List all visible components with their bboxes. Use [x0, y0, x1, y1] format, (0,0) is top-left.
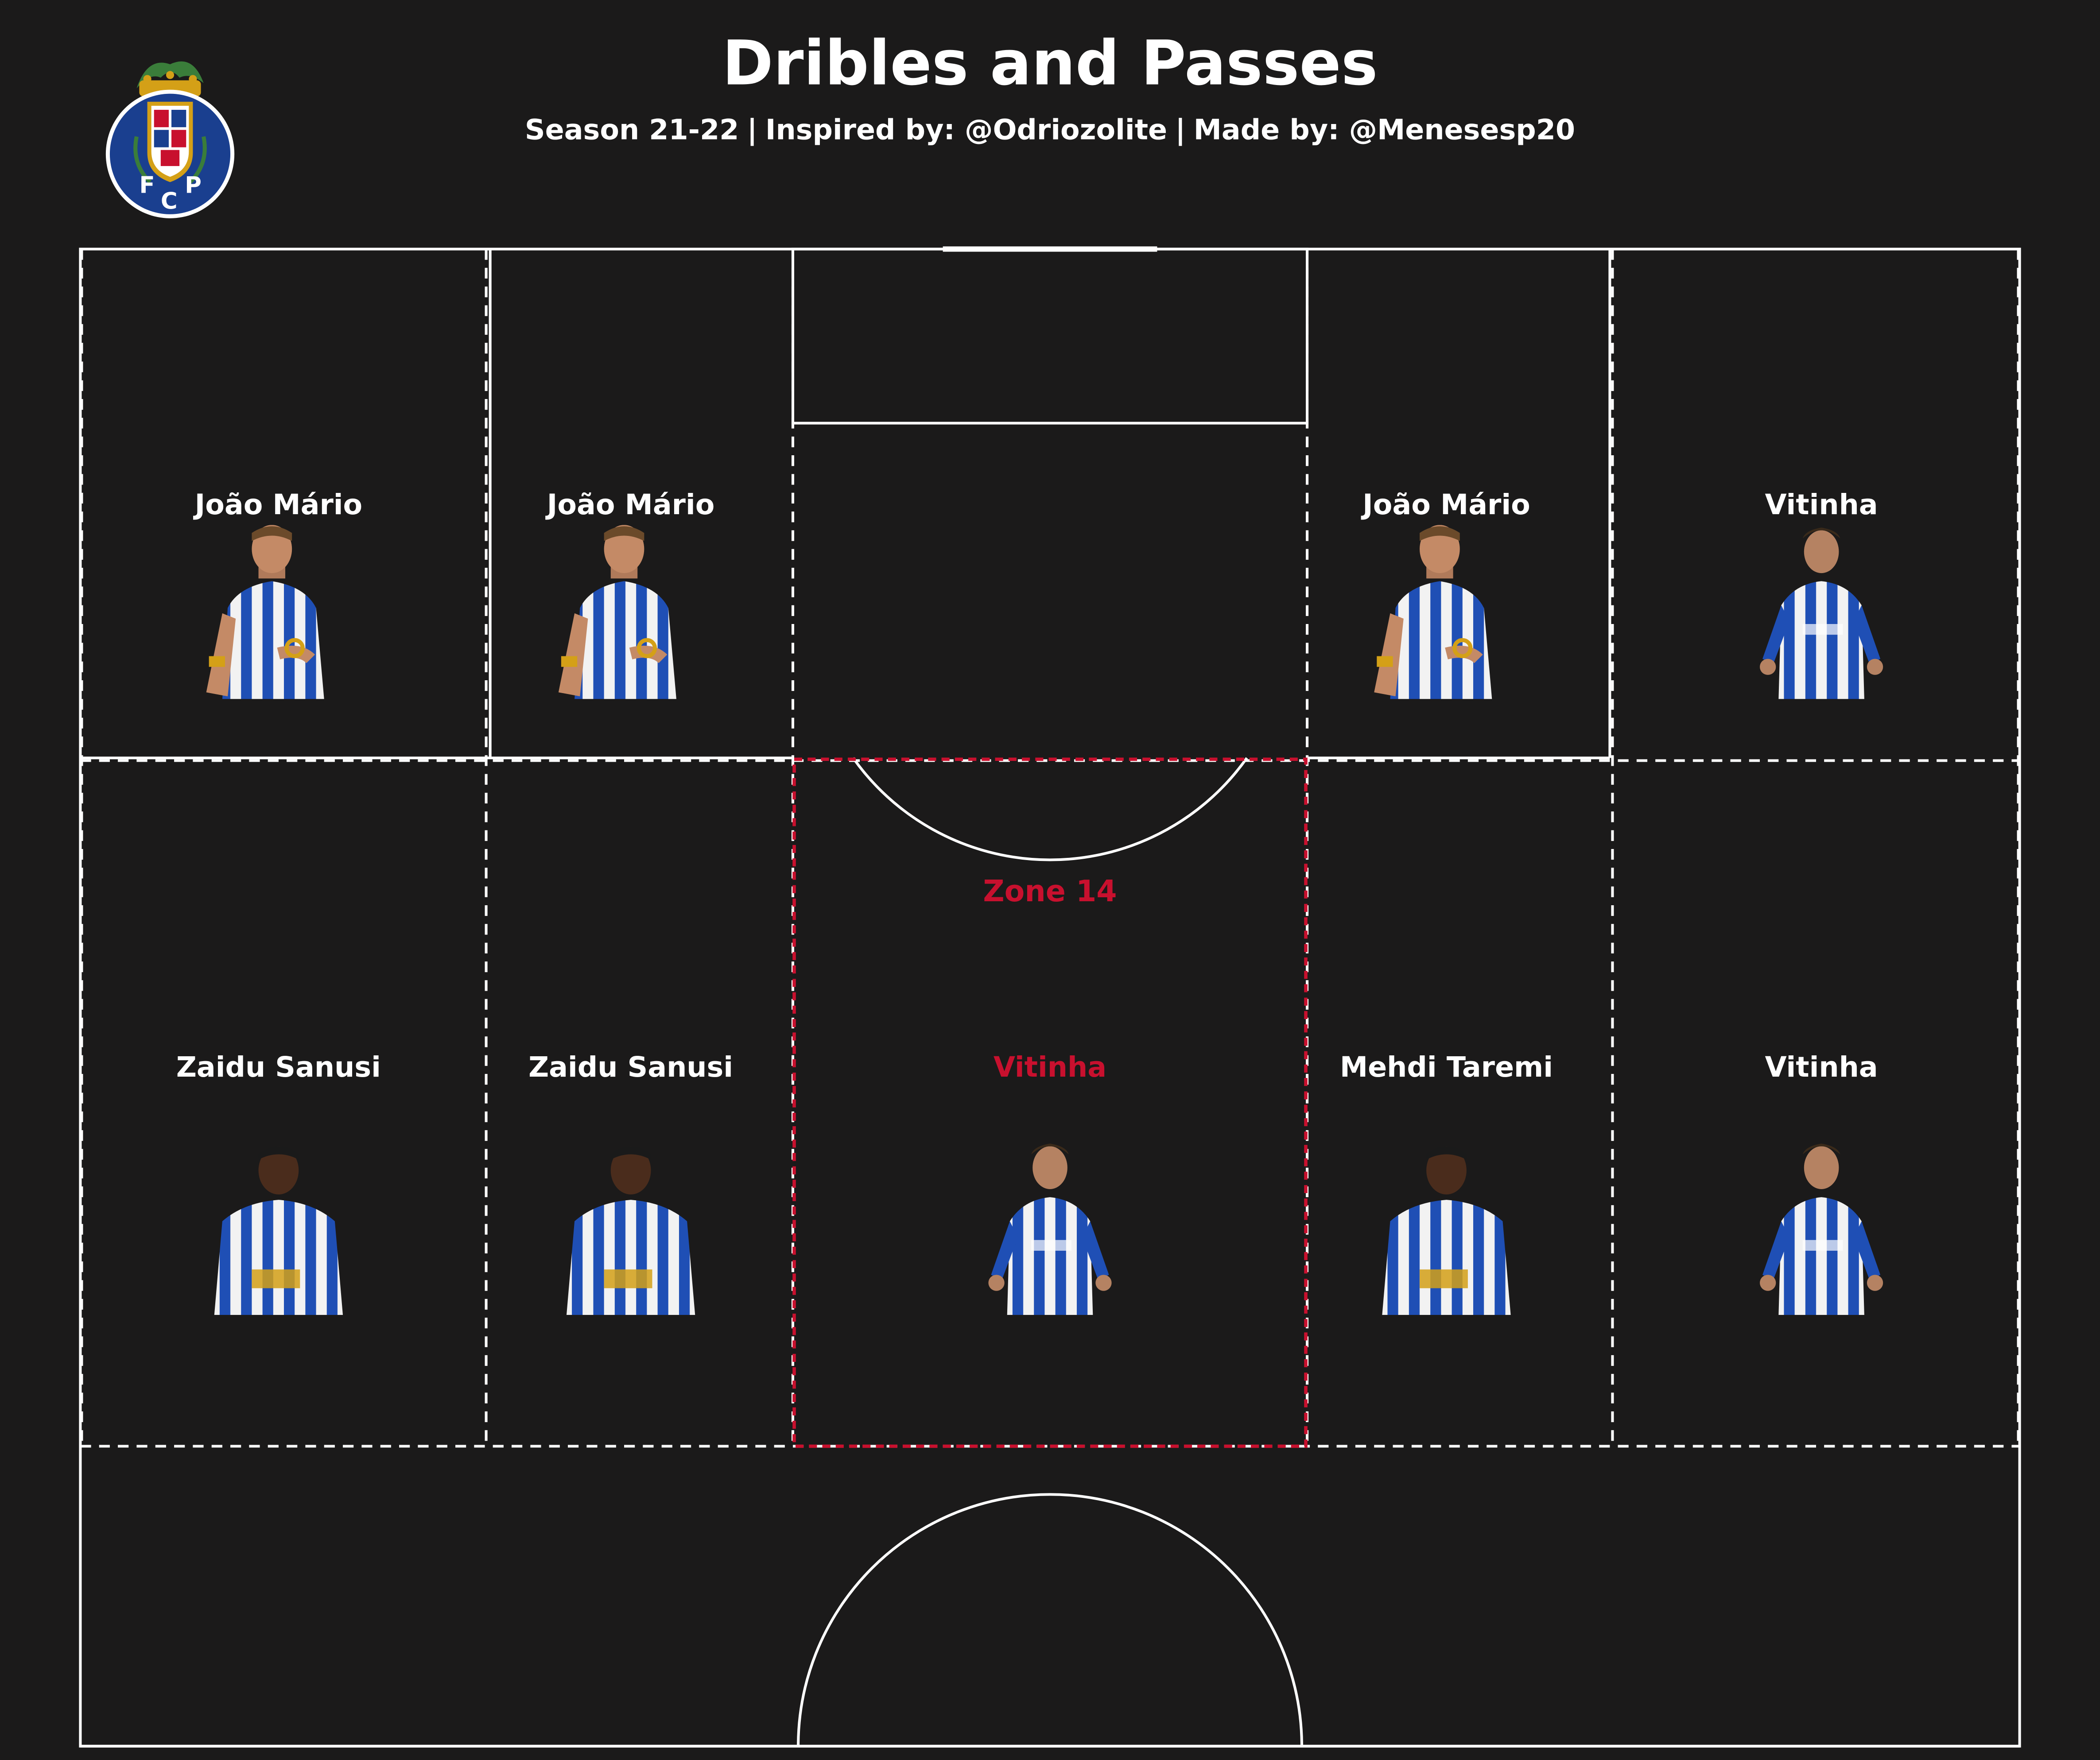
player-photo-icon: [214, 1146, 343, 1315]
player-name: João Mário: [1362, 488, 1530, 521]
player-photo-icon: [1366, 525, 1527, 699]
player-card: João Mário: [1326, 485, 1567, 699]
player-photo-icon: [551, 525, 711, 699]
player-card: João Mário: [510, 485, 751, 699]
player-photo-icon: [1760, 1144, 1883, 1315]
player-photo-icon: [1760, 527, 1883, 699]
penalty-arc: [852, 757, 1248, 861]
player-card: Vitinha: [1701, 485, 1942, 699]
zone-14-label: Zone 14: [983, 876, 1117, 910]
player-card: Zaidu Sanusi: [158, 1047, 399, 1315]
player-name: João Mário: [547, 488, 715, 521]
player-name: Zaidu Sanusi: [176, 1051, 381, 1084]
page-title: Dribles and Passes: [722, 27, 1378, 99]
logo-letter-c: C: [161, 188, 178, 215]
player-name: João Mário: [194, 488, 363, 521]
page-subtitle: Season 21-22 | Inspired by: @Odriozolite | M…: [0, 110, 2100, 150]
subtitle-separator: |: [747, 114, 757, 146]
player-card-highlighted: Vitinha: [929, 1047, 1170, 1315]
player-name: Vitinha: [993, 1051, 1107, 1084]
pitch-boundary: [79, 248, 2021, 1748]
player-photo-icon: [1382, 1146, 1511, 1315]
player-name: Zaidu Sanusi: [528, 1051, 734, 1084]
logo-letter-f: F: [139, 172, 155, 198]
player-photo-icon: [566, 1146, 695, 1315]
player-photo-icon: [988, 1144, 1112, 1315]
inspired-by-label: Inspired by: @Odriozolite: [765, 114, 1168, 146]
player-photo-icon: [198, 525, 359, 699]
season-label: Season 21-22: [524, 114, 739, 146]
player-name: Vitinha: [1765, 488, 1878, 521]
player-card: João Mário: [158, 485, 399, 699]
subtitle-separator: |: [1175, 114, 1186, 146]
player-card: Mehdi Taremi: [1326, 1047, 1567, 1315]
six-yard-box: [791, 248, 1309, 425]
fc-porto-crest-icon: F C P: [105, 61, 235, 218]
zone-14-highlight: [792, 757, 1308, 1448]
player-name: Vitinha: [1765, 1051, 1878, 1084]
player-name: Mehdi Taremi: [1339, 1051, 1553, 1084]
centre-circle: [797, 1493, 1303, 1746]
player-card: Vitinha: [1701, 1047, 1942, 1315]
player-card: Zaidu Sanusi: [510, 1047, 751, 1315]
logo-letter-p: P: [185, 172, 202, 198]
made-by-label: Made by: @Menesesp20: [1193, 114, 1576, 146]
